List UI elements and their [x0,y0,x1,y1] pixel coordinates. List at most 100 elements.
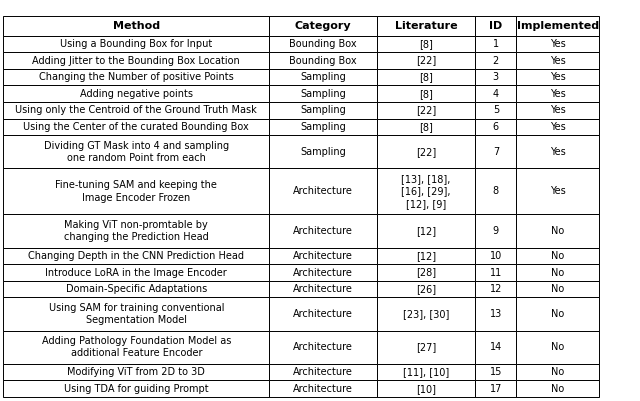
Text: Yes: Yes [550,122,566,132]
Text: Yes: Yes [550,186,566,196]
Text: Bounding Box: Bounding Box [289,56,357,65]
Text: Using SAM for training conventional
Segmentation Model: Using SAM for training conventional Segm… [49,303,224,325]
Bar [3,52,269,69]
Text: 7: 7 [493,147,499,157]
Text: No: No [551,284,564,294]
Text: Architecture: Architecture [293,186,353,196]
Bar [516,215,599,248]
Text: [27]: [27] [416,342,436,352]
Text: [8]: [8] [419,39,433,49]
Bar [3,168,269,215]
Bar [476,52,516,69]
Text: [13], [18],
[16], [29],
[12], [9]: [13], [18], [16], [29], [12], [9] [401,174,451,209]
Text: 2: 2 [493,56,499,65]
Bar [269,168,377,215]
Text: No: No [551,251,564,261]
Bar [3,119,269,135]
Bar [269,248,377,264]
Bar [3,248,269,264]
Bar [476,364,516,381]
Text: Using only the Centroid of the Ground Truth Mask: Using only the Centroid of the Ground Tr… [15,105,257,115]
Text: Yes: Yes [550,147,566,157]
Text: [10]: [10] [416,384,436,394]
Text: Architecture: Architecture [293,284,353,294]
Bar [516,16,599,36]
Text: Introduce LoRA in the Image Encoder: Introduce LoRA in the Image Encoder [45,267,227,277]
Text: Architecture: Architecture [293,251,353,261]
Bar [377,168,476,215]
Bar [3,281,269,298]
Text: Architecture: Architecture [293,267,353,277]
Bar [476,381,516,397]
Text: [11], [10]: [11], [10] [403,367,449,377]
Text: Making ViT non-promtable by
changing the Prediction Head: Making ViT non-promtable by changing the… [64,220,209,242]
Bar [516,36,599,52]
Bar [3,85,269,102]
Bar [269,281,377,298]
Bar [476,215,516,248]
Text: [28]: [28] [416,267,436,277]
Text: Adding Pathology Foundation Model as
additional Feature Encoder: Adding Pathology Foundation Model as add… [42,336,231,358]
Text: Category: Category [295,21,351,31]
Bar [3,364,269,381]
Bar [377,16,476,36]
Text: 13: 13 [490,309,502,319]
Bar [377,69,476,85]
Text: No: No [551,342,564,352]
Bar [516,281,599,298]
Text: 15: 15 [490,367,502,377]
Bar [516,102,599,119]
Text: Adding negative points: Adding negative points [80,89,193,99]
Bar [269,330,377,364]
Bar [476,330,516,364]
Text: No: No [551,309,564,319]
Text: Architecture: Architecture [293,367,353,377]
Text: Sampling: Sampling [300,89,346,99]
Text: Sampling: Sampling [300,72,346,82]
Bar [269,16,377,36]
Text: Yes: Yes [550,56,566,65]
Bar [3,298,269,330]
Bar [516,381,599,397]
Text: 5: 5 [493,105,499,115]
Text: [8]: [8] [419,89,433,99]
Bar [516,364,599,381]
Text: 1: 1 [493,39,499,49]
Text: No: No [551,384,564,394]
Bar [377,215,476,248]
Bar [377,281,476,298]
Bar [516,248,599,264]
Bar [476,85,516,102]
Text: Implemented: Implemented [516,21,598,31]
Bar [269,52,377,69]
Text: Modifying ViT from 2D to 3D: Modifying ViT from 2D to 3D [67,367,205,377]
Text: [8]: [8] [419,122,433,132]
Bar [377,381,476,397]
Text: Using the Center of the curated Bounding Box: Using the Center of the curated Bounding… [24,122,249,132]
Bar [377,135,476,168]
Text: Architecture: Architecture [293,309,353,319]
Bar [3,16,269,36]
Bar [377,36,476,52]
Bar [516,119,599,135]
Bar [3,69,269,85]
Bar [476,36,516,52]
Text: Fine-tuning SAM and keeping the
Image Encoder Frozen: Fine-tuning SAM and keeping the Image En… [55,180,217,203]
Bar [476,135,516,168]
Bar [476,248,516,264]
Text: Yes: Yes [550,105,566,115]
Text: 17: 17 [490,384,502,394]
Bar [3,330,269,364]
Bar [476,16,516,36]
Bar [377,248,476,264]
Text: [26]: [26] [416,284,436,294]
Text: Yes: Yes [550,39,566,49]
Text: 10: 10 [490,251,502,261]
Text: Architecture: Architecture [293,226,353,236]
Bar [377,52,476,69]
Bar [476,298,516,330]
Bar [269,69,377,85]
Bar [516,135,599,168]
Bar [476,102,516,119]
Text: Literature: Literature [395,21,458,31]
